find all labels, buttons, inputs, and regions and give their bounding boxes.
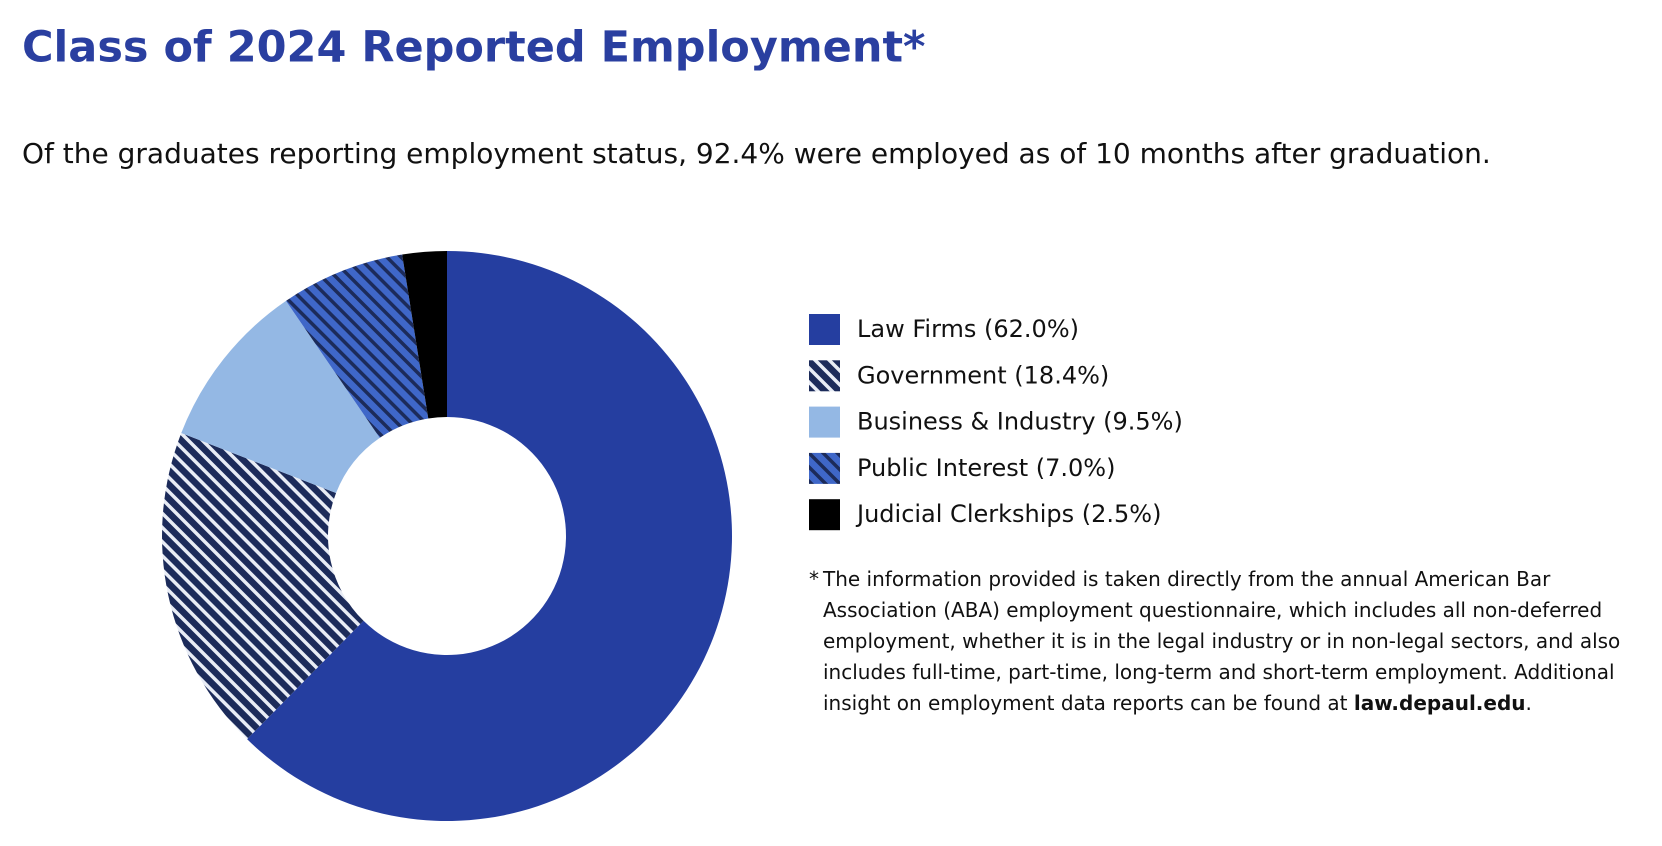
legend-swatch [809,360,840,392]
legend-label: Judicial Clerkships (2.5%) [855,500,1161,528]
footnote-link: law.depaul.edu [1353,691,1526,715]
legend-label: Public Interest (7.0%) [857,454,1115,482]
donut-slice [402,251,447,419]
legend-label: Government (18.4%) [857,361,1109,389]
donut-slice [161,432,364,740]
chart-subtitle: Of the graduates reporting employment st… [22,137,1491,170]
legend-label: Law Firms (62.0%) [857,315,1079,343]
legend-label: Business & Industry (9.5%) [857,408,1183,436]
footnote-text: The information provided is taken direct… [823,567,1621,715]
footnote-end: . [1525,691,1532,715]
legend-swatch [809,406,840,438]
legend-swatch [809,452,840,484]
donut-slice [285,254,429,438]
footnote: * The information provided is taken direc… [809,564,1649,719]
legend-swatch [809,499,840,531]
legend-swatch [809,314,840,345]
donut-slice [181,300,380,493]
footnote-marker: * [809,567,819,591]
chart-title: Class of 2024 Reported Employment* [22,23,926,73]
donut-slice [247,251,732,822]
